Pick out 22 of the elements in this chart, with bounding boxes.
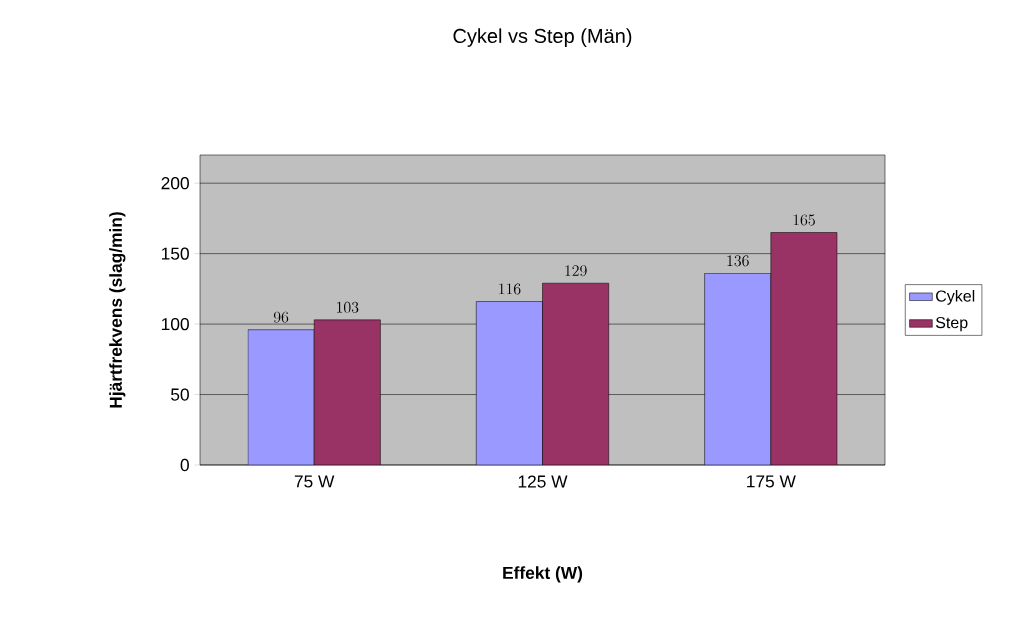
data-label: 96 bbox=[273, 311, 289, 323]
data-label: 116 bbox=[499, 283, 521, 295]
y-tick-label: 50 bbox=[171, 388, 189, 401]
y-tick-label: 100 bbox=[162, 317, 189, 331]
y-axis-title: Hjärtfrekvens (slag/min) bbox=[109, 212, 126, 408]
data-label: 165 bbox=[793, 214, 815, 226]
bar bbox=[476, 301, 543, 465]
x-axis-title: Effekt (W) bbox=[503, 566, 583, 583]
x-tick-label: 175 W bbox=[747, 475, 796, 488]
y-tick-label: 0 bbox=[180, 458, 189, 472]
legend-label: Cykel bbox=[936, 289, 975, 305]
legend-label: Step bbox=[935, 316, 968, 332]
bar bbox=[247, 329, 315, 465]
bar bbox=[704, 273, 772, 465]
data-label: 103 bbox=[336, 301, 359, 313]
data-label: 136 bbox=[727, 255, 749, 267]
x-tick-label: 75 W bbox=[294, 475, 335, 488]
data-label: 129 bbox=[565, 265, 587, 277]
chart-title: Cykel vs Step (Män) bbox=[453, 28, 632, 47]
y-tick-label: 150 bbox=[162, 247, 189, 260]
y-tick-label: 200 bbox=[161, 177, 189, 190]
x-tick-label: 125 W bbox=[518, 475, 568, 488]
